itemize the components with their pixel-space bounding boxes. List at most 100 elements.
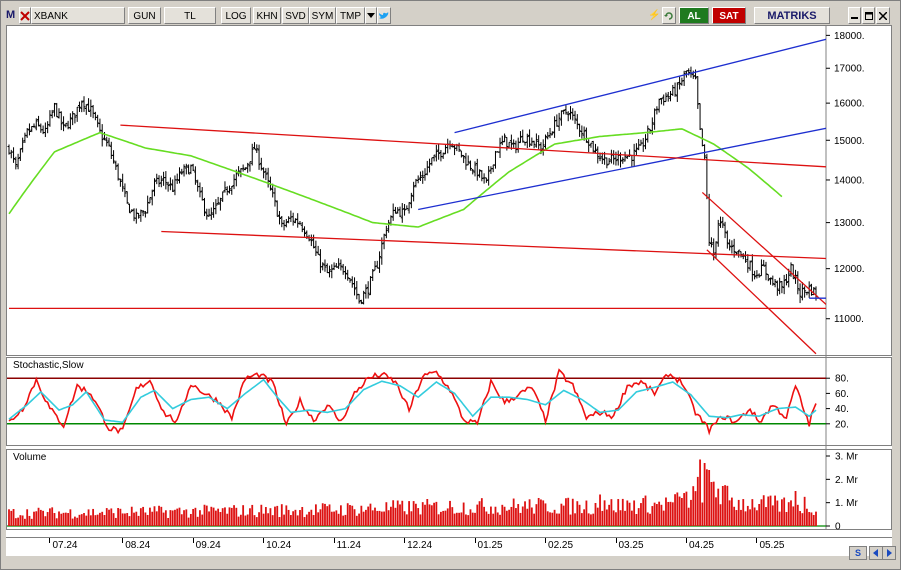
volume-bar [319,509,322,526]
volume-bar [701,502,704,526]
volume-bar [524,501,526,526]
volume-bar [560,503,563,526]
volume-bar [508,509,511,526]
volume-bar [24,518,26,526]
volume-bar [121,513,124,526]
price-bar [130,209,134,213]
price-bar [380,237,384,265]
maximize-icon[interactable] [862,7,875,24]
volume-bar [694,491,697,526]
price-bar [691,70,695,79]
period-button[interactable]: GUN [128,7,161,24]
volume-bar [644,495,647,526]
price-tick-label: 16000. [834,99,865,110]
price-bar [353,277,357,296]
price-bar [696,76,700,109]
volume-bar [451,507,454,526]
price-bar [150,189,154,206]
volume-bar [724,485,726,526]
close-icon[interactable] [876,7,890,24]
sync-icon[interactable]: S [849,546,867,560]
volume-bar [442,510,445,526]
volume-bar [533,513,536,526]
price-bar [805,291,809,296]
volume-bar [44,516,47,526]
price-bar [152,178,156,197]
buy-button[interactable]: AL [679,7,709,24]
price-bar [118,178,122,187]
price-bar [334,263,338,268]
volume-bar [326,506,329,526]
volume-bar [139,508,142,526]
price-bar [180,168,184,175]
volume-bar [239,514,242,526]
volume-bar [355,515,358,526]
volume-bar [649,513,651,526]
volume-bar [169,510,172,526]
price-bar [568,106,572,120]
volume-bar [194,507,197,526]
price-bar [25,128,29,138]
volume-bar [233,505,235,526]
volume-bar [526,508,529,526]
price-bar [566,111,570,122]
symbol-field[interactable]: XBANK [31,7,125,24]
scroll-right-icon[interactable] [882,546,896,560]
currency-button[interactable]: TL [164,7,216,24]
volume-bar [92,508,95,526]
price-bar [253,142,257,150]
volume-bar [301,506,304,526]
minimize-icon[interactable] [848,7,861,24]
volume-bar [78,514,81,526]
price-tick-label: 17000. [834,64,865,75]
price-bar [198,182,202,198]
refresh-icon[interactable] [662,7,676,24]
volume-bar [530,507,533,526]
price-bar [584,127,588,143]
tmp-button[interactable]: TMP [336,7,365,24]
price-bar [100,124,104,147]
svd-button[interactable]: SVD [282,7,309,24]
price-bar [659,97,663,105]
volume-bar [501,504,504,526]
volume-bar [390,506,392,526]
price-bar [723,221,727,239]
twitter-icon[interactable] [377,7,391,24]
volume-bar [785,511,788,526]
volume-bar [535,504,538,526]
sym-button[interactable]: SYM [309,7,336,24]
time-tick-mark [333,538,335,543]
volume-bar [42,510,44,526]
volume-bar [151,511,154,526]
price-bar [525,133,529,148]
price-bar [255,144,259,153]
price-bar [562,109,566,115]
log-button[interactable]: LOG [221,7,251,24]
volume-bar [110,508,113,526]
price-bar [62,116,66,132]
price-bar [12,147,16,163]
volume-bar [651,506,654,526]
price-bar [177,167,181,184]
dropdown-arrow-icon[interactable] [365,7,377,24]
volume-bar [280,504,283,526]
volume-bar [808,512,811,526]
volume-bar [96,514,99,526]
volume-bar [349,505,351,526]
khn-button[interactable]: KHN [253,7,281,24]
volume-bar [767,496,770,526]
volume-bar [210,506,213,526]
price-bar [243,167,247,171]
lightning-icon[interactable]: ⚡ [648,10,661,21]
volume-bar [576,501,579,526]
price-bar [216,196,220,205]
volume-bar [89,515,92,526]
scroll-left-icon[interactable] [869,546,883,560]
trendline-blue [418,127,826,211]
chart-svg[interactable]: 18000. 17000. 16000. 15000. 14000. 13000. 1200… [6,25,892,537]
sell-button[interactable]: SAT [712,7,746,24]
chart-area[interactable]: 18000. 17000. 16000. 15000. 14000. 13000. 1200… [6,25,892,537]
volume-bar [30,518,33,526]
menu-icon[interactable] [19,7,31,24]
price-bar [475,158,479,181]
